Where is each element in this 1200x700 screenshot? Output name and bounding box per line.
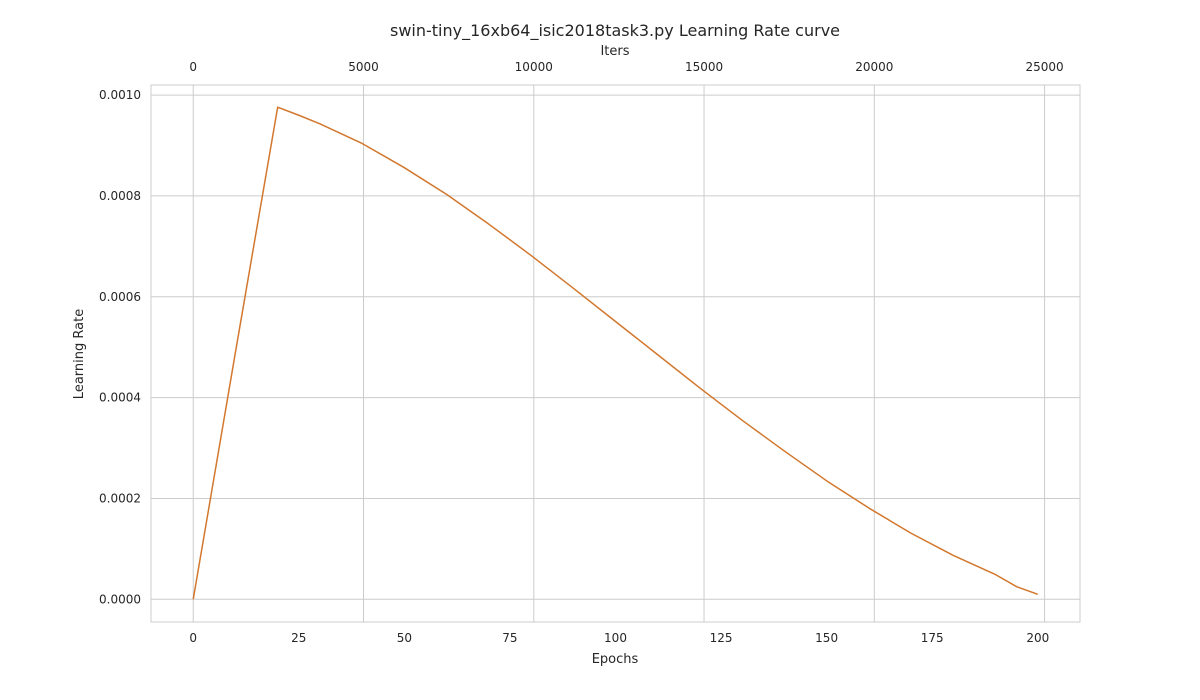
top-x-tick-label: 25000 (1025, 60, 1063, 74)
x-tick-label: 100 (604, 631, 627, 645)
plot-frame (150, 84, 1081, 623)
x-axis-label: Epochs (592, 652, 639, 667)
y-tick-label: 0.0002 (99, 491, 141, 505)
top-x-axis-label: Iters (600, 44, 629, 59)
x-tick-label: 150 (815, 631, 838, 645)
x-tick-label: 125 (710, 631, 733, 645)
x-tick-label: 50 (397, 631, 412, 645)
x-tick-label: 75 (502, 631, 517, 645)
lr-series-line (192, 106, 1039, 600)
y-tick-label: 0.0004 (99, 391, 141, 405)
top-x-tick-label: 10000 (515, 60, 553, 74)
grid-lines (151, 85, 1080, 622)
top-x-tick-label: 5000 (348, 60, 379, 74)
top-x-tick-label: 20000 (855, 60, 893, 74)
series-lines (192, 106, 1039, 600)
top-x-tick-label: 0 (189, 60, 197, 74)
y-tick-label: 0.0000 (99, 592, 141, 606)
y-axis-label: Learning Rate (72, 309, 87, 399)
x-tick-label: 0 (189, 631, 197, 645)
y-tick-label: 0.0010 (99, 88, 141, 102)
top-x-ticks: 0 5000 10000 15000 20000 25000 (189, 60, 1063, 74)
top-x-tick-label: 15000 (685, 60, 723, 74)
x-ticks: 0 25 50 75 100 125 150 175 200 (189, 631, 1049, 645)
chart-title: swin-tiny_16xb64_isic2018task3.py Learni… (390, 21, 840, 41)
y-ticks: 0.0000 0.0002 0.0004 0.0006 0.0008 0.0010 (99, 88, 141, 606)
x-tick-label: 200 (1026, 631, 1049, 645)
x-tick-label: 25 (291, 631, 306, 645)
x-tick-label: 175 (921, 631, 944, 645)
y-tick-label: 0.0008 (99, 189, 141, 203)
y-tick-label: 0.0006 (99, 290, 141, 304)
